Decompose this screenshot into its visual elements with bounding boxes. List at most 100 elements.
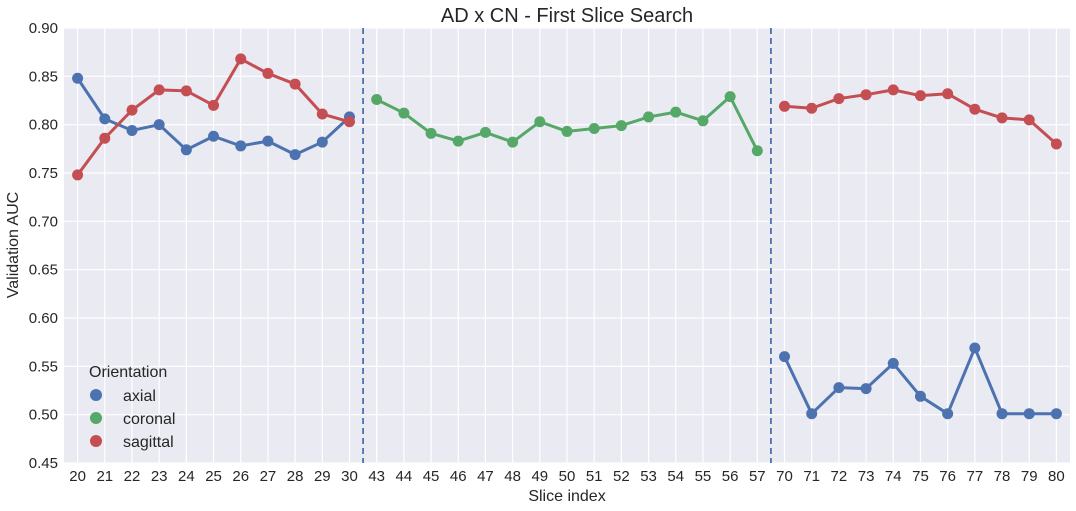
axial-point	[289, 149, 301, 161]
x-tick-label: 24	[178, 468, 195, 485]
y-tick-label: 0.90	[29, 20, 58, 37]
y-tick-label: 0.85	[29, 68, 58, 85]
x-tick-label: 79	[1021, 468, 1038, 485]
coronal-point	[643, 111, 655, 123]
coronal-point	[615, 120, 627, 132]
legend-label-coronal: coronal	[123, 411, 175, 428]
y-tick-label: 0.50	[29, 407, 58, 424]
legend-marker-coronal	[90, 412, 102, 424]
coronal-point	[398, 107, 410, 119]
sagittal-point	[126, 104, 138, 116]
x-tick-label: 56	[722, 468, 739, 485]
axial-point	[262, 135, 274, 147]
x-tick-label: 25	[205, 468, 222, 485]
x-tick-labels: 20 21 22 23 24 25 26 27 28 29 30 43 44 45 46 47 48 49 50 51…	[69, 468, 1064, 485]
sagittal-point	[996, 112, 1008, 124]
axial-point	[316, 136, 328, 148]
axial-point	[779, 351, 791, 363]
y-tick-label: 0.45	[29, 455, 58, 472]
x-tick-label: 23	[151, 468, 168, 485]
legend: Orientation axial coronal sagittal	[89, 364, 175, 451]
x-tick-label: 53	[640, 468, 657, 485]
x-tick-label: 55	[695, 468, 712, 485]
axial-point	[1023, 408, 1035, 420]
coronal-point	[670, 106, 682, 118]
coronal-point	[588, 123, 600, 135]
legend-label-sagittal: sagittal	[123, 434, 174, 451]
coronal-point	[452, 135, 464, 147]
coronal-point	[425, 127, 437, 139]
y-tick-label: 0.80	[29, 117, 58, 134]
y-tick-label: 0.75	[29, 165, 58, 182]
coronal-point	[534, 116, 546, 128]
x-axis-label: Slice index	[528, 488, 605, 505]
coronal-point	[561, 125, 573, 137]
x-tick-label: 73	[858, 468, 875, 485]
coronal-point	[371, 94, 383, 106]
coronal-point	[751, 145, 763, 157]
x-tick-label: 71	[803, 468, 820, 485]
x-tick-label: 75	[912, 468, 929, 485]
axial-point	[126, 124, 138, 136]
sagittal-point	[1050, 138, 1062, 150]
x-tick-label: 48	[504, 468, 521, 485]
series-layer	[72, 53, 1062, 420]
x-tick-label: 30	[341, 468, 358, 485]
axial-point	[99, 113, 111, 125]
x-tick-label: 27	[260, 468, 277, 485]
axial-point	[996, 408, 1008, 420]
sagittal-point	[806, 102, 818, 114]
sagittal-point	[860, 89, 872, 101]
sagittal-point	[289, 78, 301, 90]
sagittal-point	[833, 93, 845, 105]
sagittal-point	[942, 88, 954, 100]
y-tick-label: 0.65	[29, 262, 58, 279]
axial-point	[806, 408, 818, 420]
axial-point	[914, 390, 926, 402]
x-tick-label: 26	[232, 468, 249, 485]
series-coronal	[371, 91, 763, 157]
sagittal-point	[72, 169, 84, 181]
y-axis-label: Validation AUC	[5, 192, 22, 298]
sagittal-point	[180, 85, 192, 97]
axial-point	[969, 342, 981, 354]
axial-point	[235, 140, 247, 152]
axial-point	[833, 382, 845, 394]
sagittal-point	[969, 103, 981, 115]
x-tick-label: 50	[559, 468, 576, 485]
legend-label-axial: axial	[123, 388, 156, 405]
y-tick-label: 0.55	[29, 358, 58, 375]
x-tick-label: 22	[124, 468, 141, 485]
coronal-point	[724, 91, 736, 103]
x-tick-label: 80	[1048, 468, 1065, 485]
x-tick-label: 47	[477, 468, 494, 485]
x-tick-label: 70	[776, 468, 793, 485]
chart-title: AD x CN - First Slice Search	[441, 5, 693, 27]
sagittal-point	[316, 108, 328, 120]
x-tick-label: 46	[450, 468, 467, 485]
x-tick-label: 74	[885, 468, 902, 485]
sagittal-point	[99, 132, 111, 144]
coronal-point	[479, 126, 491, 138]
y-tick-labels: 0.45 0.50 0.55 0.60 0.65 0.70 0.75 0.80 0.85 0.90	[29, 20, 58, 472]
x-tick-label: 57	[749, 468, 766, 485]
axial-point	[208, 130, 220, 142]
x-tick-label: 54	[667, 468, 684, 485]
series-sagittal	[72, 53, 1062, 181]
legend-title: Orientation	[89, 364, 167, 381]
coronal-point	[697, 115, 709, 127]
axial-point	[72, 72, 84, 84]
x-tick-label: 44	[396, 468, 413, 485]
axial-point	[942, 408, 954, 420]
axial-point	[887, 357, 899, 369]
x-tick-label: 49	[531, 468, 548, 485]
sagittal-point	[779, 100, 791, 112]
legend-marker-sagittal	[90, 435, 102, 447]
sagittal-point	[914, 90, 926, 102]
x-tick-label: 29	[314, 468, 331, 485]
x-tick-label: 78	[994, 468, 1011, 485]
x-tick-label: 21	[96, 468, 113, 485]
axial-point	[180, 144, 192, 156]
axial-point	[1050, 408, 1062, 420]
